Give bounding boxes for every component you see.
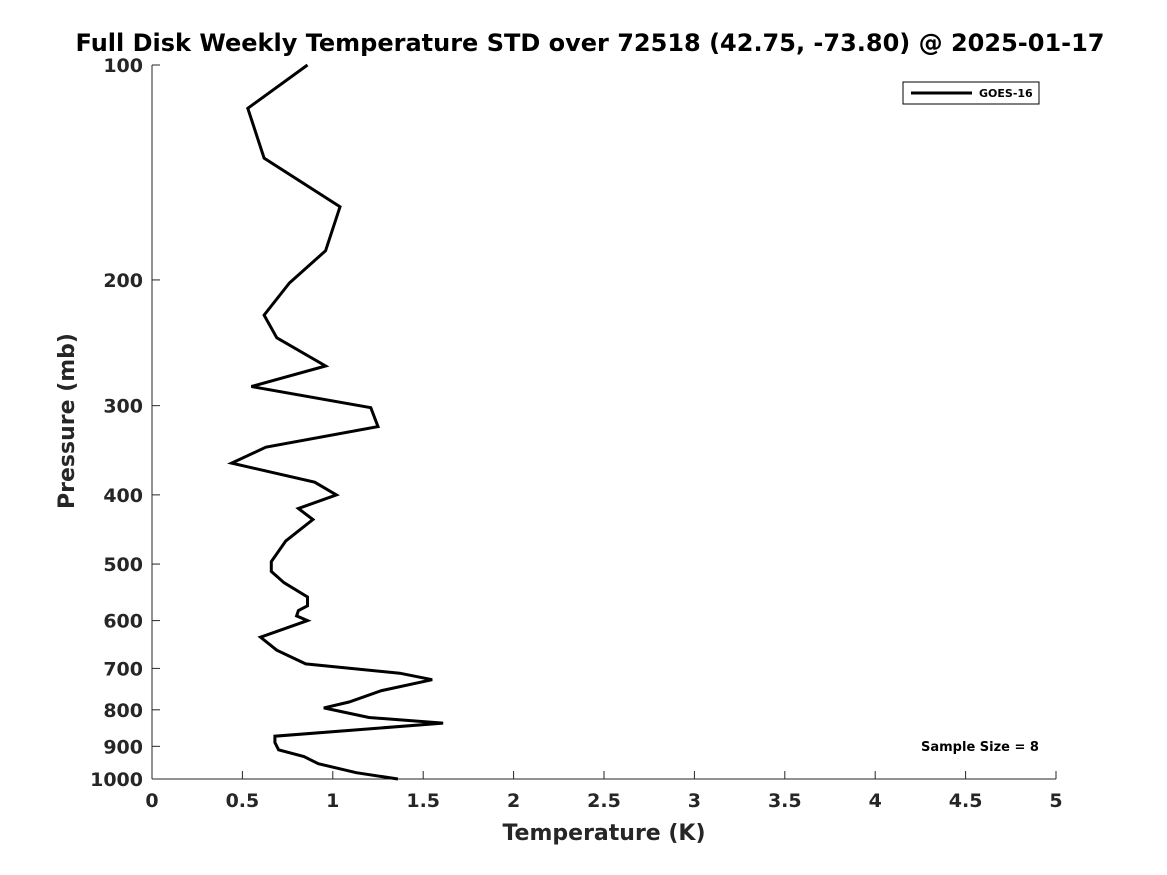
chart-title: Full Disk Weekly Temperature STD over 72… bbox=[76, 29, 1105, 57]
x-tick-label: 3.5 bbox=[768, 790, 802, 812]
x-tick-label: 0 bbox=[145, 790, 158, 812]
legend: GOES-16 bbox=[902, 81, 1040, 105]
x-tick-label: 1.5 bbox=[406, 790, 440, 812]
x-tick-label: 0.5 bbox=[226, 790, 260, 812]
y-tick-label: 900 bbox=[103, 736, 143, 758]
y-tick-label: 400 bbox=[103, 485, 143, 507]
y-tick-label: 300 bbox=[103, 396, 143, 418]
x-axis-label: Temperature (K) bbox=[502, 821, 705, 846]
y-tick-label: 600 bbox=[103, 611, 143, 633]
x-tick-label: 3 bbox=[688, 790, 701, 812]
y-tick-label: 500 bbox=[103, 554, 143, 576]
x-tick-label: 4.5 bbox=[949, 790, 983, 812]
y-tick-label: 100 bbox=[103, 55, 143, 77]
y-tick-label: 800 bbox=[103, 700, 143, 722]
x-tick-label: 5 bbox=[1049, 790, 1062, 812]
y-axis-label: Pressure (mb) bbox=[55, 333, 80, 509]
x-tick-label: 1 bbox=[326, 790, 339, 812]
x-tick-label: 2 bbox=[507, 790, 520, 812]
series-lines bbox=[226, 63, 444, 781]
series-line-goes-16 bbox=[226, 63, 444, 781]
x-tick-label: 4 bbox=[869, 790, 882, 812]
y-tick-label: 700 bbox=[103, 658, 143, 680]
sample-size-annotation: Sample Size = 8 bbox=[921, 740, 1039, 755]
y-tick-label: 200 bbox=[103, 270, 143, 292]
x-axis-ticks: 0 0.5 1 1.5 2 2.5 3 3.5 4 4.5 5 bbox=[145, 771, 1063, 812]
x-tick-label: 2.5 bbox=[587, 790, 621, 812]
y-tick-label: 1000 bbox=[90, 769, 143, 791]
y-axis-ticks: 100 200 300 400 500 600 700 800 900 1000 bbox=[90, 55, 160, 791]
legend-label-goes-16: GOES-16 bbox=[979, 87, 1033, 100]
